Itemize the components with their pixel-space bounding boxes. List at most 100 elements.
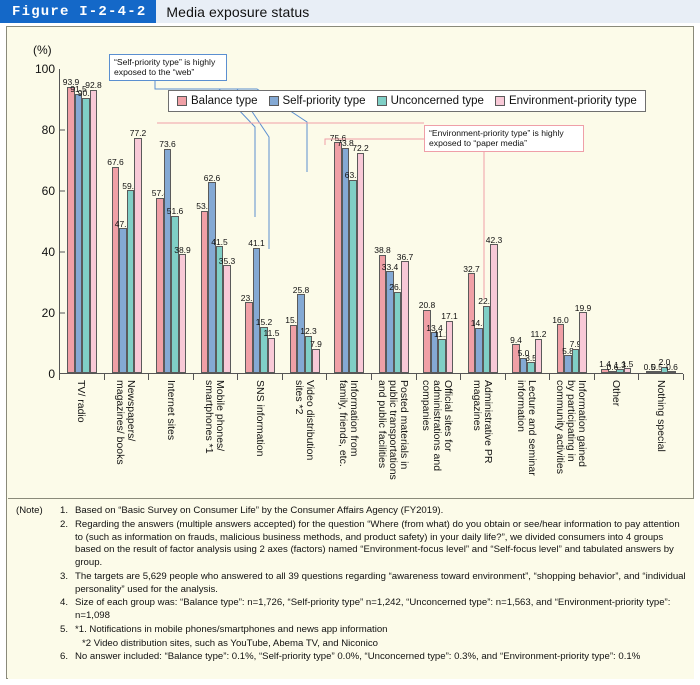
chart-frame: (%) Balance type Self-priority type Unconc… bbox=[6, 26, 694, 679]
note-item: 5. *1. Notifications in mobile phones/sma… bbox=[16, 624, 686, 637]
bar-value-label: 90.2 bbox=[77, 88, 95, 99]
bar: 35.3 bbox=[219, 257, 235, 373]
bar: 19.9 bbox=[575, 304, 591, 373]
bar: 17.1 bbox=[441, 312, 458, 373]
x-tick-mark bbox=[59, 374, 60, 380]
x-tick-mark bbox=[415, 374, 417, 380]
bar: 3.5 bbox=[525, 354, 537, 373]
bar-value-label: 2.0 bbox=[658, 357, 671, 368]
bar-value-label: 0.5 bbox=[643, 361, 656, 372]
note-text: Size of each group was: “Balance type”: … bbox=[75, 597, 671, 621]
bar-value-label: 1.5 bbox=[621, 358, 634, 369]
x-tick-mark bbox=[638, 374, 640, 380]
bar: 67.6 bbox=[107, 158, 124, 373]
bar-value-label: 22.1 bbox=[478, 296, 495, 307]
bar-value-label: 38.8 bbox=[374, 245, 391, 256]
page-title: Media exposure status bbox=[166, 3, 310, 20]
x-axis-ticks bbox=[59, 374, 684, 381]
bar-group: 20.8 13.4 11.2 17.1 bbox=[416, 69, 461, 373]
bar: 5.0 bbox=[518, 349, 529, 373]
note-number: 2. bbox=[60, 518, 69, 530]
bar-group: 93.9 91.5 90.2 92.8 bbox=[60, 69, 105, 373]
note-item: 6. No answer included: “Balance type”: 0.… bbox=[16, 651, 686, 664]
bar: 26.7 bbox=[389, 283, 406, 373]
bar-group: 16.0 5.8 7.9 19.9 bbox=[550, 69, 595, 373]
bar-group: 53.2 62.6 41.5 35.3 bbox=[194, 69, 239, 373]
note-number: 5. bbox=[60, 623, 69, 635]
figure-header: Figure I-2-4-2 Media exposure status bbox=[0, 0, 700, 23]
y-tick-mark bbox=[60, 251, 65, 253]
x-tick-mark bbox=[549, 374, 551, 380]
x-axis-label: Lecture and seminar information bbox=[515, 380, 539, 476]
bar-value-label: 63.3 bbox=[344, 170, 362, 181]
bar-value-label: 7.9 bbox=[569, 339, 582, 350]
callout-self-priority: “Self-priority type” is highly exposed t… bbox=[109, 54, 227, 81]
bar: 92.8 bbox=[85, 81, 102, 373]
bar-value-label: 15.8 bbox=[285, 315, 302, 326]
bar-group: 32.7 14.8 22.1 42.3 bbox=[461, 69, 506, 373]
bar-value-label: 42.3 bbox=[485, 234, 503, 245]
bar: 25.8 bbox=[293, 286, 309, 373]
bar-value-label: 77.2 bbox=[129, 128, 147, 139]
bar-value-label: 11.2 bbox=[434, 329, 450, 340]
y-tick-label: 0 bbox=[48, 367, 55, 381]
bar: 53.2 bbox=[196, 202, 213, 373]
x-tick-mark bbox=[460, 374, 462, 380]
x-tick-mark bbox=[281, 374, 283, 380]
bar-value-label: 0.6 bbox=[606, 361, 619, 372]
bar-value-label: 14.8 bbox=[470, 318, 488, 329]
bar: 20.8 bbox=[419, 301, 435, 373]
bar: 77.2 bbox=[130, 129, 146, 373]
bar-group: 57.4 73.6 51.6 38.9 bbox=[149, 69, 194, 373]
bar-value-label: 35.3 bbox=[218, 255, 236, 266]
x-tick-mark bbox=[237, 374, 239, 380]
note-number bbox=[60, 638, 75, 651]
bar: 51.6 bbox=[167, 207, 183, 373]
bar: 14.8 bbox=[471, 319, 487, 373]
bar: 15.8 bbox=[285, 316, 302, 373]
bar: 1.4 bbox=[599, 360, 611, 373]
legend-swatch bbox=[177, 96, 187, 106]
bar: 47.5 bbox=[115, 220, 131, 373]
chart-legend: Balance type Self-priority type Unconcerne… bbox=[168, 90, 646, 112]
note-number: 4. bbox=[60, 597, 69, 609]
bar-value-label: 3.5 bbox=[525, 352, 537, 363]
x-axis-label: Administrative PR magazines bbox=[470, 380, 494, 464]
notes-label bbox=[16, 638, 60, 651]
note-number: 1. bbox=[60, 505, 69, 516]
bar: 63.3 bbox=[345, 171, 361, 373]
bar: 0.5 bbox=[644, 362, 655, 373]
bar: 9.4 bbox=[510, 336, 522, 373]
bar-value-label: 36.7 bbox=[396, 251, 414, 262]
bar: 5.8 bbox=[562, 347, 574, 373]
bar-value-label: 7.9 bbox=[310, 339, 322, 350]
bar-value-label: 41.5 bbox=[211, 236, 228, 247]
bar-value-label: 13.4 bbox=[426, 322, 443, 333]
bar: 1.5 bbox=[622, 360, 633, 373]
legend-label: Balance type bbox=[191, 95, 258, 107]
bar-value-label: 17.1 bbox=[441, 311, 458, 322]
bar: 11.2 bbox=[531, 330, 546, 373]
legend-item-3: Environment-priority type bbox=[494, 95, 637, 107]
y-tick-mark bbox=[60, 190, 65, 192]
bar: 13.4 bbox=[426, 324, 443, 373]
y-tick-mark bbox=[60, 312, 65, 314]
bar: 72.2 bbox=[352, 144, 369, 373]
notes-label bbox=[16, 519, 60, 570]
bar: 59.9 bbox=[122, 182, 139, 373]
x-axis-label: Posted materials in public transportation… bbox=[375, 380, 410, 480]
bar-value-label: 51.6 bbox=[166, 206, 184, 217]
x-tick-mark bbox=[504, 374, 506, 380]
bar-value-label: 1.3 bbox=[614, 359, 626, 370]
callout-environment-priority: “Environment-priority type” is highly ex… bbox=[424, 125, 584, 152]
legend-swatch bbox=[268, 96, 279, 106]
bar-value-label: 19.9 bbox=[574, 302, 592, 313]
note-number: 3. bbox=[60, 570, 69, 582]
bar: 38.9 bbox=[174, 246, 191, 373]
bar-value-label: 93.9 bbox=[62, 77, 80, 88]
x-axis-label: Nothing special bbox=[654, 380, 667, 452]
bar: 93.9 bbox=[63, 78, 79, 373]
bar-group: 15.8 25.8 12.3 7.9 bbox=[283, 69, 328, 373]
note-text: Regarding the answers (multiple answers … bbox=[75, 518, 680, 568]
x-tick-mark bbox=[103, 374, 105, 380]
